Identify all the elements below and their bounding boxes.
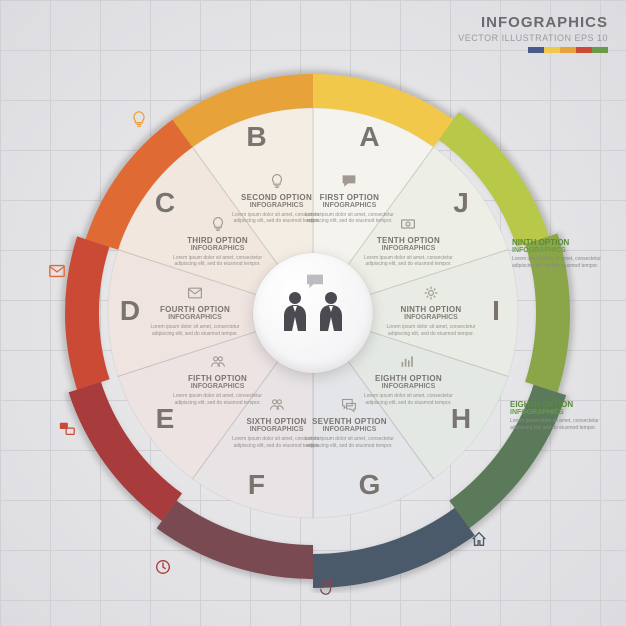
swatch <box>544 47 560 53</box>
person-icon <box>318 291 344 336</box>
header-palette <box>528 47 608 53</box>
bulb-icon <box>130 110 148 133</box>
person-icon <box>282 291 308 336</box>
swatch <box>560 47 576 53</box>
callout-eighth: EIGHTH OPTION INFOGRAPHICS Lorem ipsum d… <box>510 400 620 431</box>
swatch <box>592 47 608 53</box>
swatch <box>576 47 592 53</box>
header: INFOGRAPHICS VECTOR ILLUSTRATION EPS 10 <box>458 14 608 53</box>
center-hub <box>253 253 373 373</box>
callout-body: Lorem ipsum dolor sit amet, consectetur … <box>510 418 620 431</box>
speech-bubble-icon <box>305 273 325 294</box>
swatch <box>528 47 544 53</box>
mail-icon <box>48 262 66 285</box>
home-icon <box>470 530 488 553</box>
chat-pair-icon <box>58 420 76 443</box>
header-subtitle: VECTOR ILLUSTRATION EPS 10 <box>458 33 608 43</box>
header-title: INFOGRAPHICS <box>458 14 608 31</box>
clock-icon <box>154 558 172 581</box>
callout-subtitle: INFOGRAPHICS <box>510 409 620 416</box>
callout-subtitle: INFOGRAPHICS <box>512 247 622 254</box>
callout-body: Lorem ipsum dolor sit amet, consectetur … <box>512 256 622 269</box>
callout-ninth: NINTH OPTION INFOGRAPHICS Lorem ipsum do… <box>512 238 622 269</box>
callout-title: NINTH OPTION <box>512 238 622 247</box>
callout-title: EIGHTH OPTION <box>510 400 620 409</box>
hand-money-icon <box>318 578 336 601</box>
